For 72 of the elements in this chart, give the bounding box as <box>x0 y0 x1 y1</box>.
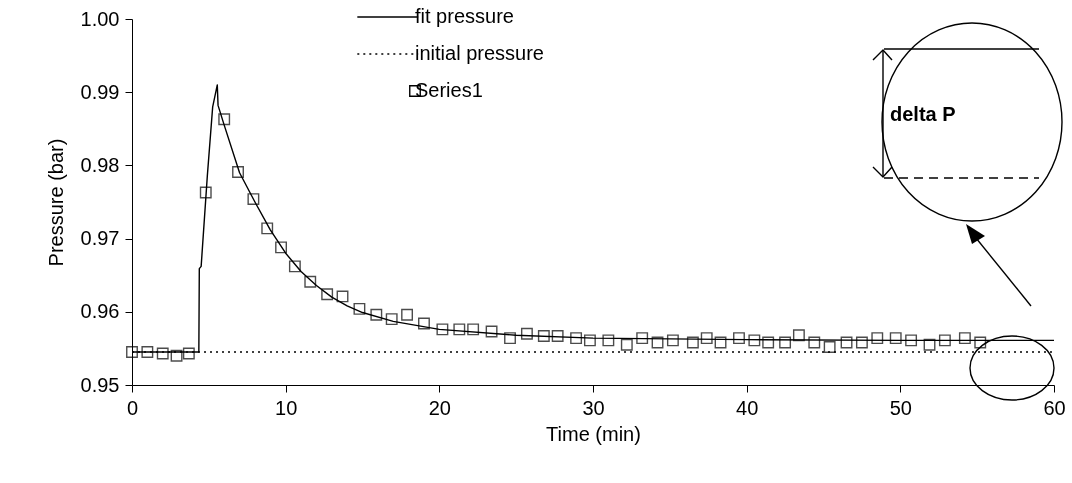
point <box>602 334 615 347</box>
point <box>651 336 664 349</box>
point <box>485 325 498 338</box>
point <box>889 332 902 345</box>
x-tick-label: 20 <box>428 396 451 419</box>
point <box>666 334 679 347</box>
y-tick-label: 1.00 <box>80 7 120 30</box>
point <box>170 349 183 362</box>
point <box>570 332 583 345</box>
point <box>583 334 596 347</box>
y-tick-label: 0.96 <box>80 300 120 323</box>
point <box>714 336 727 349</box>
x-tick-label: 60 <box>1043 396 1066 419</box>
x-tick-label: 0 <box>126 396 139 419</box>
point <box>762 336 775 349</box>
y-tick-label: 0.95 <box>80 373 120 396</box>
point <box>218 113 231 126</box>
point <box>905 334 918 347</box>
point <box>537 330 550 342</box>
point <box>520 327 533 340</box>
point <box>275 241 287 254</box>
point <box>182 347 195 360</box>
point <box>199 186 212 199</box>
point <box>288 260 301 273</box>
y-tick-label: 0.99 <box>80 80 120 103</box>
legend-label: initial pressure <box>415 42 544 64</box>
point <box>467 323 480 336</box>
x-tick-label: 50 <box>889 396 912 419</box>
point <box>261 222 274 235</box>
point <box>126 346 138 358</box>
point <box>321 288 334 301</box>
point <box>551 330 564 342</box>
point <box>232 166 244 178</box>
point <box>401 308 414 321</box>
point <box>871 332 884 345</box>
point <box>453 323 466 336</box>
point <box>779 336 792 349</box>
point <box>974 336 987 349</box>
point <box>336 290 349 303</box>
annotation: delta P <box>890 103 956 125</box>
point <box>385 313 398 326</box>
point <box>733 332 745 345</box>
point <box>141 346 154 358</box>
y-tick-label: 0.98 <box>80 153 120 176</box>
point <box>370 308 383 321</box>
point <box>436 323 449 336</box>
point <box>748 334 761 347</box>
point <box>636 332 649 345</box>
point <box>156 347 169 360</box>
point <box>620 338 633 351</box>
point <box>418 317 430 330</box>
x-tick-label: 30 <box>582 396 605 419</box>
y-axis-title: Pressure (bar) <box>44 138 67 267</box>
point <box>823 340 836 353</box>
point <box>686 336 699 349</box>
point <box>855 336 868 349</box>
y-tick-label: 0.97 <box>80 227 120 250</box>
x-tick-label: 10 <box>275 396 298 419</box>
point <box>353 302 366 315</box>
point <box>247 193 260 206</box>
point <box>840 336 853 349</box>
point <box>938 334 951 347</box>
point <box>792 329 805 342</box>
point <box>808 336 821 349</box>
point <box>504 332 516 345</box>
x-tick-label: 40 <box>736 396 759 419</box>
point <box>923 338 936 351</box>
legend-label: fit pressure <box>415 5 514 27</box>
point <box>700 332 713 345</box>
point <box>304 275 317 288</box>
point <box>958 332 971 345</box>
x-axis-title: Time (min) <box>546 422 641 445</box>
